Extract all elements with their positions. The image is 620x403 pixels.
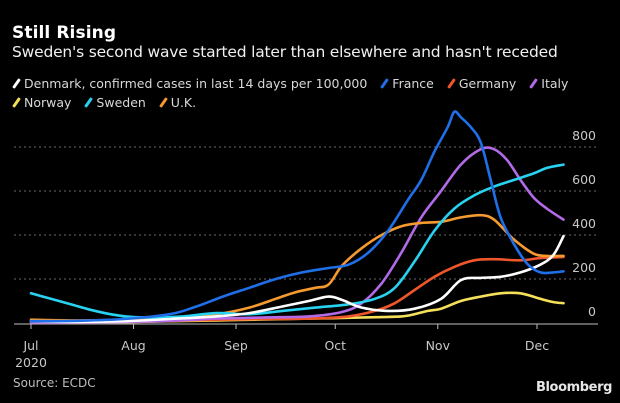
legend-label: France bbox=[392, 76, 434, 91]
legend-label: Denmark, confirmed cases in last 14 days… bbox=[24, 76, 368, 91]
series-line-sweden bbox=[29, 163, 565, 319]
x-tick-sublabel: 2020 bbox=[15, 355, 47, 370]
series-line-denmark bbox=[29, 234, 565, 324]
legend-item-denmark[interactable]: Denmark, confirmed cases in last 14 days… bbox=[12, 74, 367, 93]
legend-label: Norway bbox=[24, 95, 72, 110]
source-note: Source: ECDC bbox=[13, 376, 96, 390]
legend-label: Sweden bbox=[96, 95, 146, 110]
x-tick-label: Aug bbox=[121, 338, 145, 353]
x-axis: Jul 2020 Aug Sep Oct Nov Dec bbox=[14, 323, 598, 370]
series-lines bbox=[29, 110, 565, 324]
y-tick-label: 800 bbox=[572, 128, 596, 143]
x-tick-label: Nov bbox=[426, 338, 451, 353]
legend-item-germany[interactable]: Germany bbox=[446, 74, 517, 93]
y-tick-label: 0 bbox=[588, 304, 596, 319]
legend-item-norway[interactable]: Norway bbox=[12, 93, 71, 112]
legend-label: Italy bbox=[541, 76, 569, 91]
legend-label: U.K. bbox=[170, 95, 197, 110]
x-tick-label: Jul bbox=[22, 338, 38, 353]
legend-row-2: Norway Sweden U.K. bbox=[12, 93, 612, 112]
bloomberg-logo: Bloomberg bbox=[535, 380, 612, 395]
legend-item-france[interactable]: France bbox=[380, 74, 434, 93]
chart-title: Still Rising bbox=[12, 23, 117, 43]
chart-subtitle: Sweden's second wave started later than … bbox=[12, 43, 558, 61]
gridlines bbox=[14, 146, 598, 280]
x-tick-label: Oct bbox=[324, 338, 346, 353]
y-tick-label: 200 bbox=[572, 260, 596, 275]
y-tick-label: 400 bbox=[572, 216, 596, 231]
legend-item-uk[interactable]: U.K. bbox=[158, 93, 197, 112]
x-tick-label: Sep bbox=[224, 338, 248, 353]
legend-label: Germany bbox=[458, 76, 517, 91]
series-line-france bbox=[29, 110, 565, 323]
x-tick-label: Dec bbox=[525, 338, 549, 353]
legend-row-1: Denmark, confirmed cases in last 14 days… bbox=[12, 74, 612, 93]
legend: Denmark, confirmed cases in last 14 days… bbox=[12, 74, 612, 112]
y-axis-labels: 0 200 400 600 800 bbox=[572, 128, 596, 319]
series-line-germany bbox=[29, 255, 565, 324]
legend-item-sweden[interactable]: Sweden bbox=[84, 93, 146, 112]
legend-item-italy[interactable]: Italy bbox=[529, 74, 568, 93]
series-line-italy bbox=[29, 146, 565, 324]
y-tick-label: 600 bbox=[572, 172, 596, 187]
